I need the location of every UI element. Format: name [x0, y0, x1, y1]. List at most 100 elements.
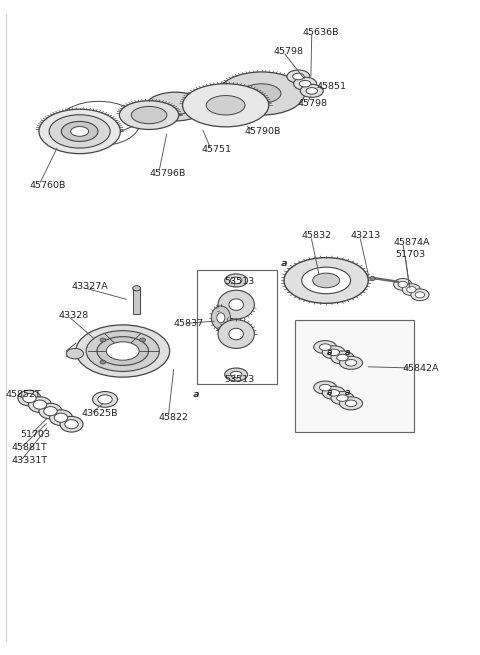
Ellipse shape	[328, 390, 339, 396]
Ellipse shape	[336, 354, 348, 361]
Text: 45851: 45851	[317, 83, 347, 92]
Text: 45636B: 45636B	[302, 28, 339, 37]
Ellipse shape	[230, 277, 242, 284]
Ellipse shape	[120, 101, 179, 130]
Ellipse shape	[107, 342, 139, 360]
Ellipse shape	[66, 348, 84, 359]
Ellipse shape	[229, 328, 243, 340]
Ellipse shape	[242, 84, 281, 103]
Ellipse shape	[323, 346, 345, 359]
Ellipse shape	[131, 107, 167, 124]
Text: a: a	[193, 390, 199, 399]
Ellipse shape	[217, 312, 225, 323]
Ellipse shape	[306, 88, 318, 94]
Text: a: a	[345, 388, 350, 398]
Text: 53513: 53513	[225, 277, 255, 286]
Text: 45837: 45837	[174, 319, 204, 328]
Text: 45796B: 45796B	[149, 169, 185, 178]
Ellipse shape	[218, 320, 254, 348]
Ellipse shape	[39, 403, 62, 419]
Ellipse shape	[411, 289, 429, 301]
Ellipse shape	[140, 338, 145, 342]
Ellipse shape	[49, 410, 72, 426]
Text: 45832: 45832	[301, 231, 331, 240]
Ellipse shape	[314, 381, 336, 394]
Ellipse shape	[323, 386, 345, 400]
Ellipse shape	[61, 121, 98, 141]
Ellipse shape	[65, 420, 78, 429]
Ellipse shape	[345, 360, 357, 366]
Ellipse shape	[49, 115, 110, 148]
Ellipse shape	[54, 413, 68, 422]
Text: 45751: 45751	[202, 145, 232, 154]
Text: a: a	[345, 348, 350, 357]
Text: 43213: 43213	[350, 231, 380, 240]
Ellipse shape	[331, 392, 354, 405]
Text: a: a	[281, 259, 287, 268]
Text: 45760B: 45760B	[29, 181, 66, 189]
Ellipse shape	[76, 325, 169, 377]
Ellipse shape	[370, 276, 375, 280]
Bar	[133, 288, 141, 314]
Ellipse shape	[407, 286, 416, 293]
Ellipse shape	[100, 360, 106, 364]
Ellipse shape	[312, 273, 340, 288]
Ellipse shape	[345, 400, 357, 407]
Ellipse shape	[182, 84, 269, 127]
Ellipse shape	[98, 395, 112, 404]
Text: 45822: 45822	[158, 413, 189, 422]
Ellipse shape	[157, 98, 193, 115]
Ellipse shape	[294, 77, 317, 90]
Text: 51703: 51703	[396, 250, 426, 259]
Bar	[295, 320, 414, 432]
Text: a: a	[193, 390, 199, 399]
Ellipse shape	[71, 126, 89, 136]
Text: 43331T: 43331T	[11, 457, 48, 465]
Ellipse shape	[300, 84, 323, 98]
Ellipse shape	[206, 96, 245, 115]
Text: a: a	[281, 259, 287, 268]
Ellipse shape	[320, 384, 331, 391]
Text: 53513: 53513	[225, 375, 255, 384]
Text: a: a	[345, 348, 350, 357]
Ellipse shape	[18, 390, 41, 406]
Text: a: a	[326, 388, 332, 398]
Ellipse shape	[230, 371, 242, 378]
Text: 45790B: 45790B	[245, 127, 281, 136]
Text: 43328: 43328	[58, 311, 88, 320]
Ellipse shape	[336, 395, 348, 402]
Ellipse shape	[328, 349, 339, 356]
Ellipse shape	[331, 351, 354, 364]
Text: 45874A: 45874A	[393, 238, 430, 247]
Ellipse shape	[39, 109, 120, 154]
Ellipse shape	[229, 299, 243, 310]
Ellipse shape	[146, 92, 205, 121]
Text: 43625B: 43625B	[81, 409, 118, 419]
Ellipse shape	[33, 400, 47, 409]
Text: a: a	[326, 348, 332, 357]
Ellipse shape	[211, 306, 230, 329]
Text: 45798: 45798	[298, 100, 327, 109]
Ellipse shape	[100, 338, 106, 342]
Ellipse shape	[44, 407, 57, 416]
Ellipse shape	[339, 356, 362, 369]
Text: 43327A: 43327A	[72, 282, 108, 291]
Ellipse shape	[218, 290, 254, 319]
Ellipse shape	[300, 81, 311, 87]
Ellipse shape	[86, 331, 159, 371]
Ellipse shape	[28, 397, 51, 413]
Ellipse shape	[302, 267, 350, 293]
Ellipse shape	[60, 417, 83, 432]
Ellipse shape	[225, 368, 248, 381]
Text: 45842A: 45842A	[403, 364, 439, 373]
Text: 51703: 51703	[21, 430, 51, 440]
Text: a: a	[326, 348, 332, 357]
Text: a: a	[345, 388, 350, 398]
Ellipse shape	[287, 70, 310, 83]
Bar	[197, 270, 277, 384]
Text: a: a	[326, 388, 332, 398]
Ellipse shape	[314, 341, 336, 354]
Ellipse shape	[320, 344, 331, 350]
Ellipse shape	[394, 278, 412, 290]
Text: 45798: 45798	[274, 47, 303, 56]
